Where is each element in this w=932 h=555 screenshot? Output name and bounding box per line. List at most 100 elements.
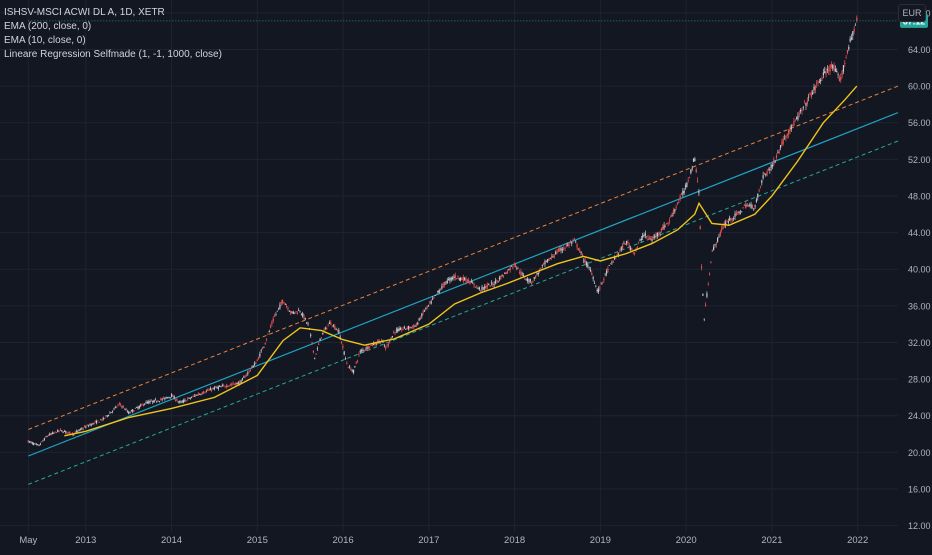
candle <box>245 373 248 377</box>
candle <box>403 325 406 330</box>
y-tick-label: 16.00 <box>908 484 931 494</box>
candle <box>106 415 108 418</box>
candle <box>409 325 411 330</box>
candle <box>481 284 483 292</box>
candle <box>160 397 162 401</box>
candle-body <box>556 250 558 254</box>
candle <box>136 406 138 408</box>
candle-body <box>691 168 693 169</box>
candle-body <box>248 370 250 372</box>
candle-body <box>405 328 407 330</box>
candle <box>583 257 585 264</box>
candle <box>27 439 29 443</box>
candle <box>484 284 486 292</box>
currency-button[interactable]: EUR <box>898 4 926 22</box>
candle <box>611 260 613 265</box>
legend-symbol[interactable]: ISHSV-MSCI ACWI DL A, 1D, XETR <box>4 7 165 18</box>
candle-body <box>278 307 280 309</box>
candle-body <box>37 444 39 446</box>
candle <box>797 112 799 122</box>
time-axis[interactable]: May 2013 2014 2015 2016 2017 2018 2019 2020 2021 2… <box>19 535 868 546</box>
candle <box>290 310 292 316</box>
candle <box>737 211 739 215</box>
candle <box>666 222 668 225</box>
candle <box>816 79 818 88</box>
candle-body <box>588 267 590 269</box>
candle-body <box>543 263 545 265</box>
candle-body <box>110 412 112 413</box>
candle <box>856 15 858 23</box>
candle <box>573 237 576 240</box>
candle <box>75 429 78 433</box>
candle-body <box>66 432 68 434</box>
candle-body <box>644 233 646 236</box>
candle-body <box>674 209 676 212</box>
candle <box>125 407 127 411</box>
candle-body <box>273 316 276 317</box>
candle <box>634 252 636 256</box>
candle <box>742 206 744 209</box>
candle <box>595 285 597 288</box>
candle-body <box>700 266 703 269</box>
candle <box>176 397 178 402</box>
candle <box>413 323 415 330</box>
legend-ema10[interactable]: EMA (10, close, 0) <box>4 35 86 46</box>
regression-channel <box>28 85 899 485</box>
candle <box>560 246 562 254</box>
candle <box>279 302 281 310</box>
candle-body <box>733 217 735 219</box>
candle-body <box>557 249 559 252</box>
candle-body <box>753 208 755 210</box>
legend-regression[interactable]: Lineare Regression Selfmade (1, -1, 1000… <box>4 49 222 60</box>
candle-body <box>541 264 543 266</box>
candle-body <box>524 278 526 280</box>
candle-body <box>664 225 667 228</box>
candle-body <box>692 158 695 162</box>
candle <box>609 262 612 265</box>
candle-body <box>320 337 323 339</box>
candle-body <box>39 444 41 445</box>
candle-body <box>833 66 835 71</box>
candle <box>826 65 828 74</box>
candle-body <box>688 177 691 178</box>
legend-ema200[interactable]: EMA (200, close, 0) <box>4 21 92 32</box>
candle <box>129 411 131 414</box>
candle <box>626 240 628 246</box>
candle-body <box>605 271 608 274</box>
candle <box>41 441 43 443</box>
candle <box>597 286 600 294</box>
candle-body <box>703 318 705 320</box>
candle <box>838 75 841 82</box>
candle <box>569 239 571 244</box>
candle <box>579 247 581 253</box>
candle <box>269 324 272 329</box>
candle <box>743 203 745 207</box>
candle-body <box>658 233 660 235</box>
candle-body <box>755 199 758 202</box>
candle <box>840 73 842 83</box>
candle-body <box>496 280 498 281</box>
candle-body <box>166 397 169 399</box>
candle-body <box>386 345 388 347</box>
candle <box>319 337 321 341</box>
candle <box>470 278 472 283</box>
candle <box>351 369 353 373</box>
candle <box>456 277 458 280</box>
candle <box>821 75 823 81</box>
candle <box>721 225 723 233</box>
candle-body <box>113 408 115 410</box>
candle <box>818 78 820 84</box>
candle <box>235 382 237 386</box>
candle <box>197 392 199 396</box>
candle-body <box>215 386 217 388</box>
candle-body <box>754 205 756 207</box>
candle-body <box>690 169 692 174</box>
candle-body <box>53 432 55 434</box>
candle-body <box>134 407 136 409</box>
candle <box>350 366 352 371</box>
candle <box>124 407 126 411</box>
candle <box>533 277 535 281</box>
candle <box>223 383 225 387</box>
